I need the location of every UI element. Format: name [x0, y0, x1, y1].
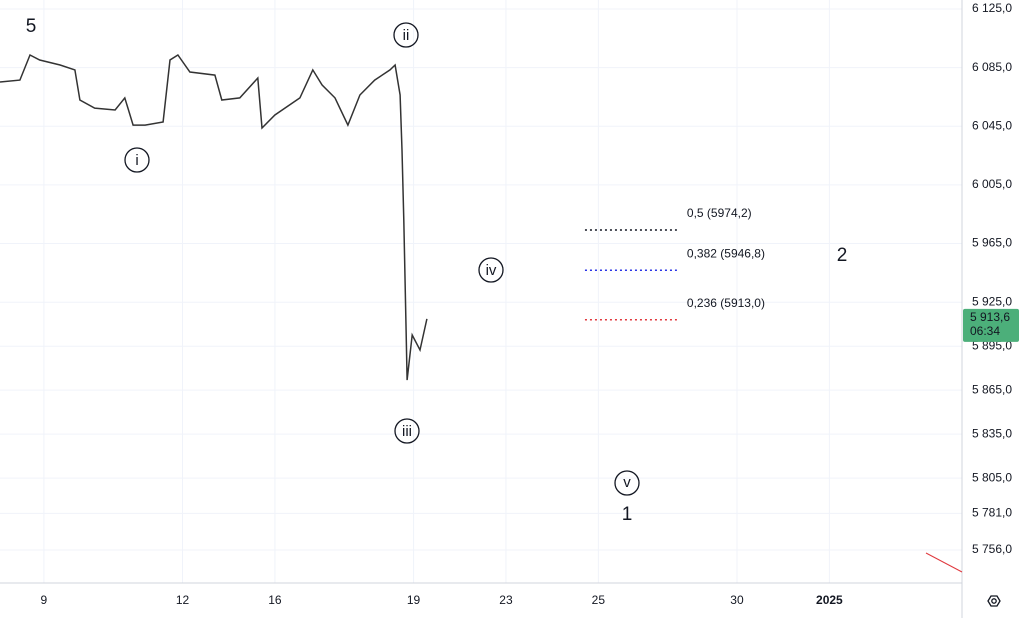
last-price-label: 5 913,6 [970, 310, 1010, 324]
y-tick-label: 6 125,0 [972, 1, 1012, 15]
last-price-tag [963, 308, 1019, 342]
x-tick-label: 25 [592, 593, 606, 607]
plot: 0,5 (5974,2) 0,382 (5946,8) 0,236 (5913,0) [0, 53, 765, 381]
wave-label: 5 [26, 16, 37, 37]
grid [0, 0, 962, 583]
x-tick-label: 23 [499, 593, 513, 607]
wave-label: iv [486, 262, 497, 279]
y-tick-label: 6 085,0 [972, 60, 1012, 74]
wave-label: ii [403, 27, 410, 44]
x-tick-label: 19 [407, 593, 421, 607]
y-tick-label: 5 805,0 [972, 470, 1012, 484]
wave-circle: v [614, 470, 640, 496]
price-line [0, 53, 428, 381]
wave-circle: iv [478, 257, 504, 283]
wave-circle: ii [393, 22, 419, 48]
countdown-label: 06:34 [970, 324, 1000, 338]
y-tick-label: 6 045,0 [972, 118, 1012, 132]
y-tick-label: 5 835,0 [972, 426, 1012, 440]
fib-label: 0,5 (5974,2) [687, 206, 752, 220]
y-tick-label: 5 756,0 [972, 542, 1012, 556]
y-tick-label: 6 005,0 [972, 177, 1012, 191]
settings-button[interactable] [987, 595, 1001, 607]
y-tick-label: 5 925,0 [972, 294, 1012, 308]
x-tick-label: 16 [268, 593, 282, 607]
y-tick-label: 5 865,0 [972, 382, 1012, 396]
x-tick-label: 30 [730, 593, 744, 607]
drawing-line [925, 552, 963, 573]
x-tick-label: 9 [41, 593, 48, 607]
wave-label: v [623, 474, 631, 491]
fib-label: 0,382 (5946,8) [687, 246, 765, 260]
wave-label: 1 [622, 504, 633, 525]
fib-label: 0,236 (5913,0) [687, 296, 765, 310]
y-tick-label: 5 781,0 [972, 506, 1012, 520]
y-tick-label: 5 965,0 [972, 236, 1012, 250]
wave-circle: i [124, 147, 150, 173]
wave-label: i [135, 152, 138, 169]
wave-label: 2 [837, 245, 848, 266]
x-tick-label: 2025 [816, 593, 843, 607]
x-tick-label: 12 [176, 593, 190, 607]
wave-circle: iii [394, 418, 420, 444]
wave-label: iii [402, 423, 412, 440]
